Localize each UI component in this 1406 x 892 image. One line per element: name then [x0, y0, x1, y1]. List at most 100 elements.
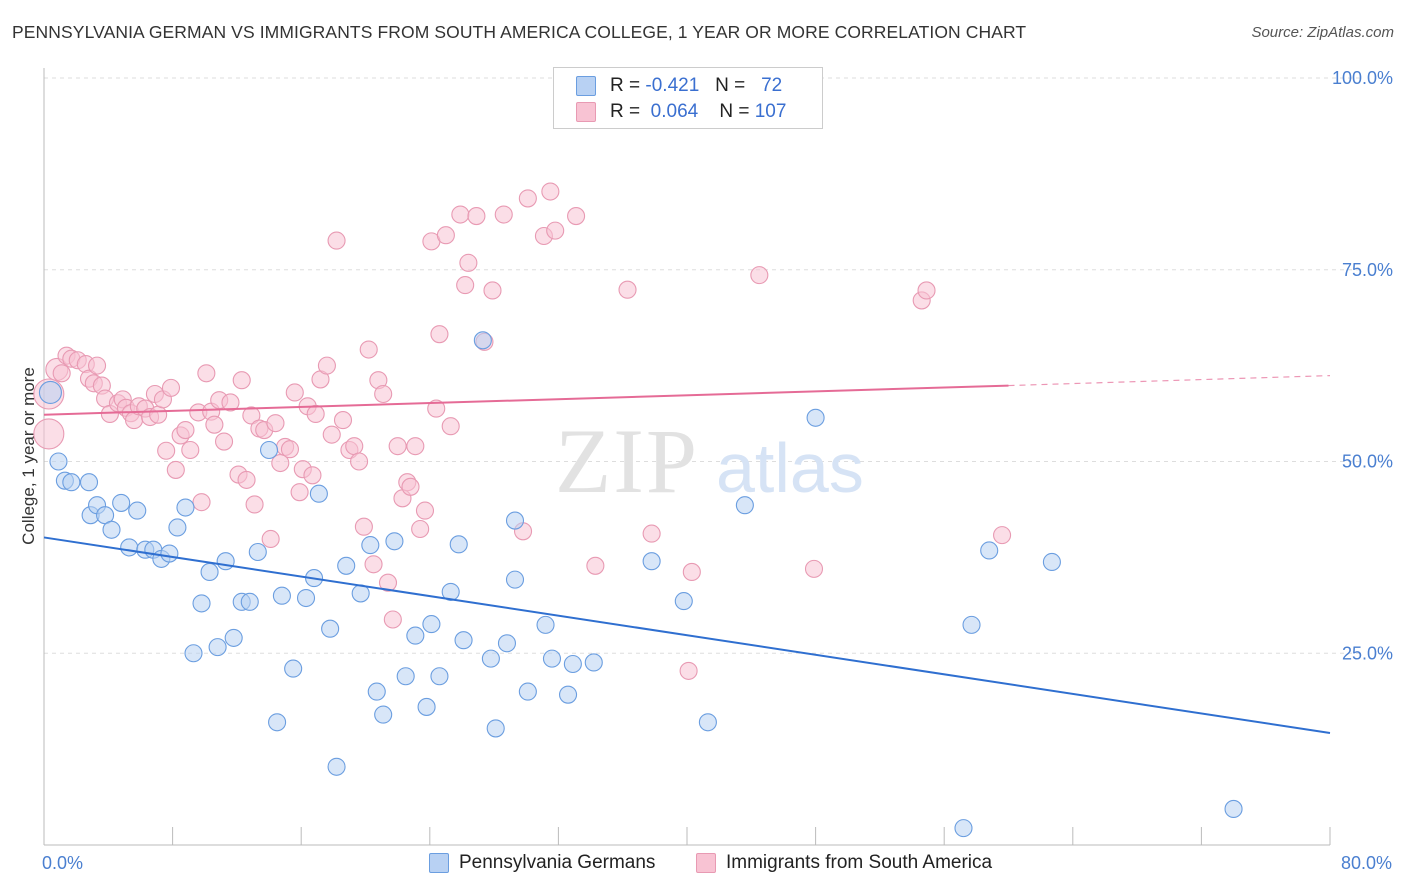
data-point-pink	[350, 452, 369, 471]
data-point-blue	[38, 380, 62, 405]
trend-line-pink	[43, 384, 1009, 416]
watermark: ZIP atlas	[555, 410, 864, 512]
data-point-blue	[563, 654, 582, 674]
y-tick-label: 50.0%	[1342, 452, 1393, 472]
data-point-pink	[205, 415, 224, 434]
legend-n-label: N =	[715, 75, 746, 96]
data-point-blue	[674, 592, 693, 611]
data-point-pink	[541, 182, 560, 201]
watermark-zip: ZIP	[555, 410, 699, 512]
trend-lines	[43, 374, 1331, 735]
data-point-pink	[245, 495, 264, 514]
bottom-legend-swatch-pink	[696, 853, 716, 873]
data-point-pink	[467, 207, 486, 226]
data-point-pink	[679, 661, 698, 680]
data-point-blue	[642, 552, 661, 571]
legend-swatch-blue	[576, 76, 596, 96]
data-point-pink	[266, 414, 285, 433]
legend-n-label: N =	[719, 101, 750, 122]
data-point-blue	[259, 440, 279, 460]
data-point-blue	[441, 582, 460, 601]
data-point-pink	[411, 519, 430, 539]
data-point-blue	[128, 501, 147, 520]
data-point-blue	[102, 520, 121, 539]
data-point-pink	[232, 371, 251, 390]
data-point-pink	[237, 470, 256, 489]
data-point-blue	[296, 588, 316, 608]
data-point-pink	[322, 425, 341, 444]
trend-line-blue	[43, 536, 1331, 735]
data-point-pink	[181, 440, 200, 460]
data-point-blue	[337, 556, 356, 575]
data-point-blue	[806, 408, 825, 427]
data-point-pink	[327, 231, 346, 250]
data-point-blue	[184, 644, 203, 663]
data-point-blue	[240, 592, 259, 611]
data-point-pink	[364, 555, 383, 574]
data-point-blue	[268, 713, 287, 732]
data-point-blue	[417, 697, 436, 716]
data-point-blue	[192, 594, 211, 613]
data-point-pink	[345, 437, 364, 456]
data-point-blue	[327, 757, 346, 776]
chart-title: PENNSYLVANIA GERMAN VS IMMIGRANTS FROM S…	[12, 22, 1027, 42]
data-point-blue	[454, 631, 473, 650]
data-point-pink	[359, 340, 378, 359]
y-tick-label: 100.0%	[1332, 68, 1393, 88]
data-point-blue	[698, 713, 717, 732]
bottom-legend-label-pink: Immigrants from South America	[726, 852, 993, 873]
data-point-pink	[166, 460, 185, 479]
data-point-blue	[321, 619, 340, 638]
data-point-blue	[396, 667, 415, 686]
data-point-pink	[374, 384, 393, 404]
data-point-blue	[1224, 799, 1243, 819]
data-point-pink	[388, 437, 407, 456]
data-point-blue	[284, 659, 303, 678]
data-point-pink	[415, 501, 435, 520]
data-point-pink	[456, 276, 475, 295]
data-point-blue	[518, 682, 537, 701]
data-point-pink	[518, 189, 537, 208]
data-point-pink	[618, 280, 637, 299]
trend-line-pink-extension	[1008, 374, 1331, 387]
data-point-blue	[954, 819, 973, 838]
data-point-blue	[536, 615, 555, 634]
data-point-pink	[436, 226, 455, 245]
grid-lines	[44, 77, 1362, 654]
data-point-blue	[62, 473, 81, 492]
data-point-blue	[374, 705, 393, 724]
data-point-blue	[208, 638, 227, 657]
legend-r-value-pink: 0.064	[650, 101, 699, 122]
data-point-pink	[192, 493, 211, 512]
watermark-atlas: atlas	[716, 429, 864, 507]
legend-n-value-blue: 72	[761, 75, 783, 96]
data-point-pink	[306, 404, 325, 423]
data-point-pink	[161, 378, 181, 397]
data-point-pink	[441, 417, 460, 436]
data-point-pink	[317, 356, 336, 375]
data-point-blue	[558, 685, 578, 704]
data-point-blue	[79, 473, 99, 492]
data-point-blue	[176, 498, 195, 517]
data-point-blue	[112, 493, 131, 512]
data-point-blue	[160, 544, 179, 563]
legend-swatch-pink	[576, 102, 596, 122]
data-point-blue	[367, 682, 386, 701]
data-point-blue	[584, 653, 603, 672]
data-point-pink	[280, 440, 299, 459]
data-point-pink	[682, 562, 701, 581]
data-point-blue	[449, 535, 468, 554]
data-point-blue	[49, 452, 68, 471]
y-tick-label: 75.0%	[1342, 260, 1393, 280]
data-point-blue	[481, 649, 500, 668]
data-point-blue	[735, 496, 754, 515]
legend-r-value-blue: -0.421	[645, 75, 700, 96]
data-point-pink	[242, 406, 261, 425]
data-point-pink	[354, 517, 373, 536]
legend-r-label: R =	[610, 75, 641, 96]
data-point-pink	[378, 573, 398, 592]
data-point-blue	[497, 634, 517, 653]
data-point-pink	[214, 432, 234, 451]
data-point-pink	[642, 524, 661, 543]
